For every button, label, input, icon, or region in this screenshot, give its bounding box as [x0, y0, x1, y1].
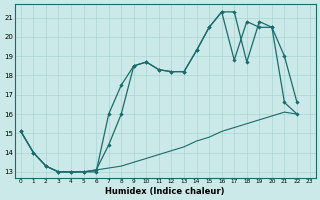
X-axis label: Humidex (Indice chaleur): Humidex (Indice chaleur)	[106, 187, 225, 196]
